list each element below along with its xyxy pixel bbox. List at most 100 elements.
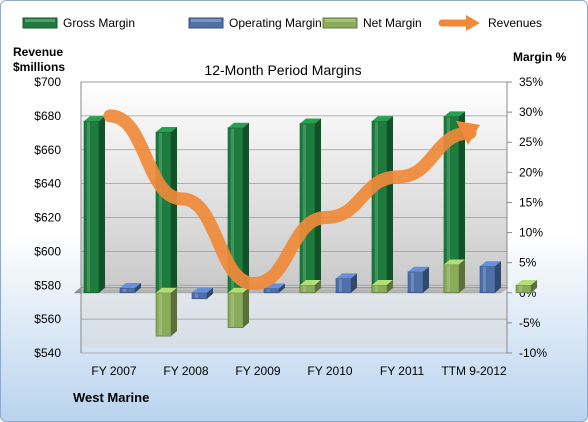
bar-highlight [231,293,234,327]
left-tick-label: $560 [34,312,61,326]
category-label: FY 2011 [380,364,425,378]
legend-item-gross-margin: Gross Margin [22,16,135,30]
bar-highlight [339,279,342,292]
bar-net-margin [371,279,393,294]
bar-highlight [303,285,306,292]
bar-highlight [87,122,90,292]
bar-top [408,266,429,272]
bar-highlight [123,288,126,292]
left-tick-label: $620 [34,211,61,225]
category-label: FY 2007 [91,364,136,378]
bar-front [371,120,388,294]
bar-side [387,279,393,293]
bar-front [443,264,460,294]
bar-front [407,271,424,294]
bar-side [207,287,213,299]
bar-side [351,273,357,293]
bar-top [120,282,141,288]
bar-highlight [375,285,378,292]
bar-side [99,116,105,293]
bar-top [300,118,321,124]
bar-top [228,122,249,128]
bar-side [171,287,177,337]
bar-front [335,278,352,294]
category-label: FY 2010 [307,364,352,378]
bar-highlight [447,265,450,292]
bar-net-margin [515,279,537,294]
legend-item-net-margin: Net Margin [322,16,422,30]
category-label: FY 2009 [235,364,280,378]
bar-highlight [231,128,234,292]
bar-front [515,284,532,294]
revenues-line [103,109,477,291]
bar-top [84,116,105,122]
bar-highlight [303,124,306,292]
bar-top [372,279,393,285]
bar-side [243,287,249,328]
revenues-arrowhead [456,120,480,145]
bar-top [228,287,249,293]
bar-side [315,279,321,293]
bar-top [480,261,501,267]
right-tick-label: 5% [519,256,537,270]
right-tick-label: 30% [519,105,543,119]
legend-label: Operating Margin [229,16,322,30]
bar-gross-margin [371,116,393,294]
left-tick-label: $580 [34,278,61,292]
legend-label: Gross Margin [63,16,135,30]
right-tick-label: 20% [519,165,543,179]
bar-highlight [195,293,198,298]
bar-top [516,279,537,285]
bar-front [371,284,388,294]
bar-net-margin [227,287,249,329]
category-label: TTM 9-2012 [441,364,507,378]
left-tick-label: $600 [34,244,61,258]
legend-swatch-highlight [325,19,355,22]
bar-side [135,282,141,293]
bar-net-margin [443,259,465,294]
plot-lower-wall [81,287,507,347]
bar-gross-margin [155,126,177,294]
bar-net-margin [155,287,177,337]
bar-gross-margin [443,111,465,294]
bar-gross-margin [83,116,105,294]
company-name: West Marine [73,390,149,405]
bar-gross-margin [299,118,321,294]
bar-highlight [519,285,522,292]
bar-gross-margin [227,122,249,294]
category-label: FY 2008 [163,364,208,378]
bar-top [156,287,177,293]
right-tick-label: 25% [519,135,543,149]
legend-item-revenues: Revenues [438,15,542,31]
left-axis-label-line1: Revenue [13,45,63,59]
legend-swatch-highlight [191,19,221,22]
bar-top [372,116,393,122]
bar-top [444,259,465,265]
left-tick-label: $680 [34,109,61,123]
legend-swatch [22,17,58,29]
legend-swatch [188,17,224,29]
legend-item-operating-margin: Operating Margin [188,16,322,30]
bar-operating-margin [119,282,141,294]
bar-side [387,116,393,293]
bar-front [155,292,172,337]
bar-highlight [159,293,162,336]
bar-side [495,261,501,293]
left-tick-label: $540 [34,346,61,360]
right-tick-label: 15% [519,195,543,209]
legend-arrow [466,15,480,31]
bar-front [119,287,136,294]
bar-front [191,292,208,300]
right-axis-label: Margin % [513,50,567,64]
bar-top [156,126,177,132]
bar-front [299,284,316,294]
bar-side [243,122,249,293]
bar-side [531,279,537,293]
bar-highlight [159,132,162,292]
bar-top [336,273,357,279]
bar-front [263,288,280,294]
bar-side [459,259,465,293]
left-tick-label: $640 [34,177,61,191]
